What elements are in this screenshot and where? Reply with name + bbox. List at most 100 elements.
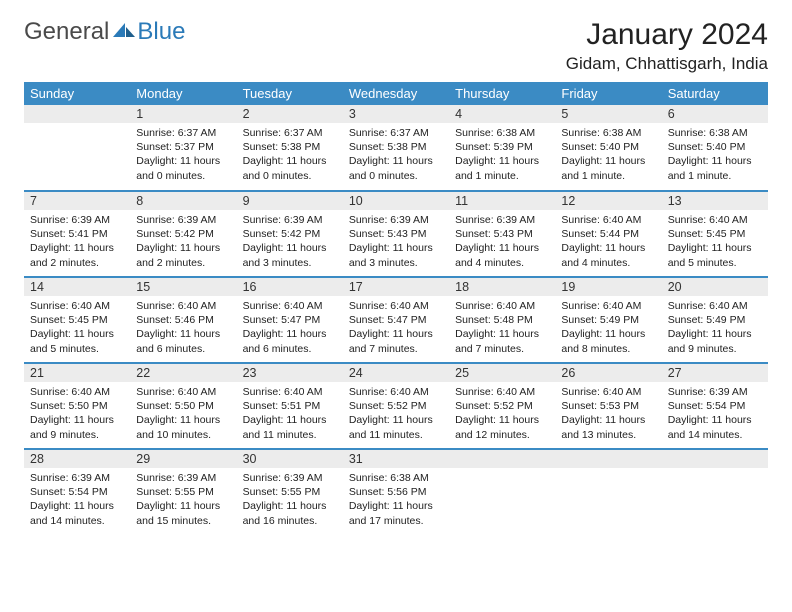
sunrise-text: Sunrise: 6:40 AM — [136, 385, 230, 399]
sunset-text: Sunset: 5:45 PM — [668, 227, 762, 241]
weekday-header: Saturday — [662, 82, 768, 105]
sunrise-text: Sunrise: 6:40 AM — [349, 385, 443, 399]
day-info: Sunrise: 6:39 AMSunset: 5:54 PMDaylight:… — [24, 468, 130, 534]
sunrise-text: Sunrise: 6:38 AM — [668, 126, 762, 140]
daylight-text: Daylight: 11 hours and 10 minutes. — [136, 413, 230, 441]
daylight-text: Daylight: 11 hours and 11 minutes. — [243, 413, 337, 441]
calendar-day-cell: 31Sunrise: 6:38 AMSunset: 5:56 PMDayligh… — [343, 449, 449, 535]
calendar-day-cell: 11Sunrise: 6:39 AMSunset: 5:43 PMDayligh… — [449, 191, 555, 277]
day-number: 18 — [449, 278, 555, 296]
calendar-day-cell: 14Sunrise: 6:40 AMSunset: 5:45 PMDayligh… — [24, 277, 130, 363]
sunset-text: Sunset: 5:42 PM — [243, 227, 337, 241]
daylight-text: Daylight: 11 hours and 4 minutes. — [455, 241, 549, 269]
calendar-day-cell: 16Sunrise: 6:40 AMSunset: 5:47 PMDayligh… — [237, 277, 343, 363]
day-info: Sunrise: 6:40 AMSunset: 5:48 PMDaylight:… — [449, 296, 555, 362]
sunrise-text: Sunrise: 6:39 AM — [30, 471, 124, 485]
day-number: 14 — [24, 278, 130, 296]
day-number: 23 — [237, 364, 343, 382]
daylight-text: Daylight: 11 hours and 1 minute. — [455, 154, 549, 182]
day-info: Sunrise: 6:37 AMSunset: 5:38 PMDaylight:… — [343, 123, 449, 189]
calendar-day-cell: 1Sunrise: 6:37 AMSunset: 5:37 PMDaylight… — [130, 105, 236, 191]
calendar-week-row: 21Sunrise: 6:40 AMSunset: 5:50 PMDayligh… — [24, 363, 768, 449]
day-info: Sunrise: 6:40 AMSunset: 5:49 PMDaylight:… — [555, 296, 661, 362]
sunrise-text: Sunrise: 6:40 AM — [455, 299, 549, 313]
day-info — [24, 123, 130, 163]
day-info: Sunrise: 6:40 AMSunset: 5:47 PMDaylight:… — [343, 296, 449, 362]
weekday-header: Friday — [555, 82, 661, 105]
day-number: 15 — [130, 278, 236, 296]
calendar-week-row: 28Sunrise: 6:39 AMSunset: 5:54 PMDayligh… — [24, 449, 768, 535]
sunrise-text: Sunrise: 6:40 AM — [561, 213, 655, 227]
calendar-day-cell: 28Sunrise: 6:39 AMSunset: 5:54 PMDayligh… — [24, 449, 130, 535]
day-number — [449, 450, 555, 468]
calendar-day-cell: 3Sunrise: 6:37 AMSunset: 5:38 PMDaylight… — [343, 105, 449, 191]
day-info: Sunrise: 6:40 AMSunset: 5:49 PMDaylight:… — [662, 296, 768, 362]
calendar-day-cell: 17Sunrise: 6:40 AMSunset: 5:47 PMDayligh… — [343, 277, 449, 363]
calendar-day-cell: 23Sunrise: 6:40 AMSunset: 5:51 PMDayligh… — [237, 363, 343, 449]
calendar-day-cell: 4Sunrise: 6:38 AMSunset: 5:39 PMDaylight… — [449, 105, 555, 191]
daylight-text: Daylight: 11 hours and 5 minutes. — [30, 327, 124, 355]
day-info — [449, 468, 555, 508]
day-info: Sunrise: 6:40 AMSunset: 5:53 PMDaylight:… — [555, 382, 661, 448]
day-number: 21 — [24, 364, 130, 382]
day-info: Sunrise: 6:39 AMSunset: 5:43 PMDaylight:… — [449, 210, 555, 276]
calendar-table: Sunday Monday Tuesday Wednesday Thursday… — [24, 82, 768, 535]
sunset-text: Sunset: 5:38 PM — [349, 140, 443, 154]
weekday-row: Sunday Monday Tuesday Wednesday Thursday… — [24, 82, 768, 105]
sunrise-text: Sunrise: 6:39 AM — [30, 213, 124, 227]
day-info: Sunrise: 6:40 AMSunset: 5:52 PMDaylight:… — [449, 382, 555, 448]
daylight-text: Daylight: 11 hours and 6 minutes. — [243, 327, 337, 355]
sunrise-text: Sunrise: 6:38 AM — [349, 471, 443, 485]
sunset-text: Sunset: 5:40 PM — [561, 140, 655, 154]
daylight-text: Daylight: 11 hours and 2 minutes. — [136, 241, 230, 269]
daylight-text: Daylight: 11 hours and 5 minutes. — [668, 241, 762, 269]
sunrise-text: Sunrise: 6:39 AM — [136, 213, 230, 227]
day-number: 6 — [662, 105, 768, 123]
sunrise-text: Sunrise: 6:37 AM — [349, 126, 443, 140]
sunset-text: Sunset: 5:50 PM — [136, 399, 230, 413]
weekday-header: Tuesday — [237, 82, 343, 105]
sunrise-text: Sunrise: 6:40 AM — [561, 385, 655, 399]
day-info: Sunrise: 6:40 AMSunset: 5:52 PMDaylight:… — [343, 382, 449, 448]
sunset-text: Sunset: 5:54 PM — [668, 399, 762, 413]
daylight-text: Daylight: 11 hours and 7 minutes. — [455, 327, 549, 355]
calendar-day-cell — [449, 449, 555, 535]
sunrise-text: Sunrise: 6:39 AM — [349, 213, 443, 227]
day-info: Sunrise: 6:39 AMSunset: 5:42 PMDaylight:… — [130, 210, 236, 276]
title-block: January 2024 Gidam, Chhattisgarh, India — [566, 18, 768, 74]
daylight-text: Daylight: 11 hours and 17 minutes. — [349, 499, 443, 527]
calendar-day-cell: 6Sunrise: 6:38 AMSunset: 5:40 PMDaylight… — [662, 105, 768, 191]
calendar-day-cell: 18Sunrise: 6:40 AMSunset: 5:48 PMDayligh… — [449, 277, 555, 363]
day-info: Sunrise: 6:38 AMSunset: 5:56 PMDaylight:… — [343, 468, 449, 534]
daylight-text: Daylight: 11 hours and 6 minutes. — [136, 327, 230, 355]
weekday-header: Wednesday — [343, 82, 449, 105]
sunset-text: Sunset: 5:44 PM — [561, 227, 655, 241]
day-number: 28 — [24, 450, 130, 468]
day-number: 30 — [237, 450, 343, 468]
day-info: Sunrise: 6:37 AMSunset: 5:37 PMDaylight:… — [130, 123, 236, 189]
day-number: 3 — [343, 105, 449, 123]
sunrise-text: Sunrise: 6:40 AM — [668, 299, 762, 313]
day-info: Sunrise: 6:39 AMSunset: 5:55 PMDaylight:… — [130, 468, 236, 534]
day-info: Sunrise: 6:40 AMSunset: 5:50 PMDaylight:… — [24, 382, 130, 448]
sunset-text: Sunset: 5:52 PM — [349, 399, 443, 413]
day-number: 31 — [343, 450, 449, 468]
sunset-text: Sunset: 5:40 PM — [668, 140, 762, 154]
sunset-text: Sunset: 5:51 PM — [243, 399, 337, 413]
day-number — [662, 450, 768, 468]
calendar-day-cell: 5Sunrise: 6:38 AMSunset: 5:40 PMDaylight… — [555, 105, 661, 191]
day-info: Sunrise: 6:37 AMSunset: 5:38 PMDaylight:… — [237, 123, 343, 189]
sunrise-text: Sunrise: 6:39 AM — [455, 213, 549, 227]
logo-sail-icon — [113, 21, 135, 39]
day-number: 29 — [130, 450, 236, 468]
daylight-text: Daylight: 11 hours and 1 minute. — [561, 154, 655, 182]
sunset-text: Sunset: 5:45 PM — [30, 313, 124, 327]
sunset-text: Sunset: 5:39 PM — [455, 140, 549, 154]
day-number: 1 — [130, 105, 236, 123]
sunrise-text: Sunrise: 6:37 AM — [243, 126, 337, 140]
location-text: Gidam, Chhattisgarh, India — [566, 54, 768, 74]
sunset-text: Sunset: 5:49 PM — [668, 313, 762, 327]
day-number: 17 — [343, 278, 449, 296]
calendar-day-cell: 9Sunrise: 6:39 AMSunset: 5:42 PMDaylight… — [237, 191, 343, 277]
calendar-body: 1Sunrise: 6:37 AMSunset: 5:37 PMDaylight… — [24, 105, 768, 535]
